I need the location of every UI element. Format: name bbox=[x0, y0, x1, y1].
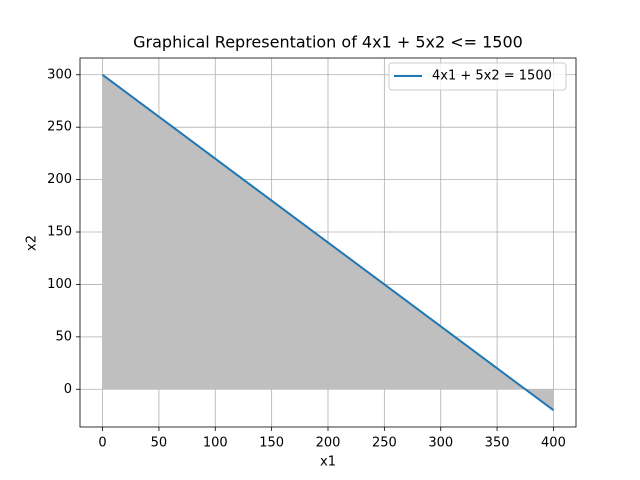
legend bbox=[388, 62, 567, 91]
legend-label: 4x1 + 5x2 = 1500 bbox=[432, 69, 552, 84]
x-tick-label: 150 bbox=[259, 436, 284, 451]
x-tick-label: 350 bbox=[485, 436, 510, 451]
y-tick-label: 50 bbox=[55, 329, 72, 344]
plot-frame bbox=[79, 57, 577, 428]
y-tick-label: 300 bbox=[47, 67, 72, 82]
y-axis-label: x2 bbox=[25, 235, 40, 251]
x-tick-label: 300 bbox=[428, 436, 453, 451]
x-tick-label: 400 bbox=[541, 436, 566, 451]
x-tick-label: 50 bbox=[151, 436, 168, 451]
line bbox=[101, 73, 555, 412]
y-tick-label: 250 bbox=[47, 120, 72, 135]
x-tick-label: 0 bbox=[98, 436, 106, 451]
x-tick-label: 100 bbox=[203, 436, 228, 451]
chart-title: Graphical Representation of 4x1 + 5x2 <=… bbox=[133, 33, 523, 52]
y-tick-label: 0 bbox=[64, 382, 72, 397]
x-tick-label: 250 bbox=[372, 436, 397, 451]
x-axis-label: x1 bbox=[320, 455, 336, 470]
y-tick-label: 150 bbox=[47, 225, 72, 240]
x-tick-label: 200 bbox=[316, 436, 341, 451]
y-tick-label: 100 bbox=[47, 277, 72, 292]
y-tick-label: 200 bbox=[47, 172, 72, 187]
